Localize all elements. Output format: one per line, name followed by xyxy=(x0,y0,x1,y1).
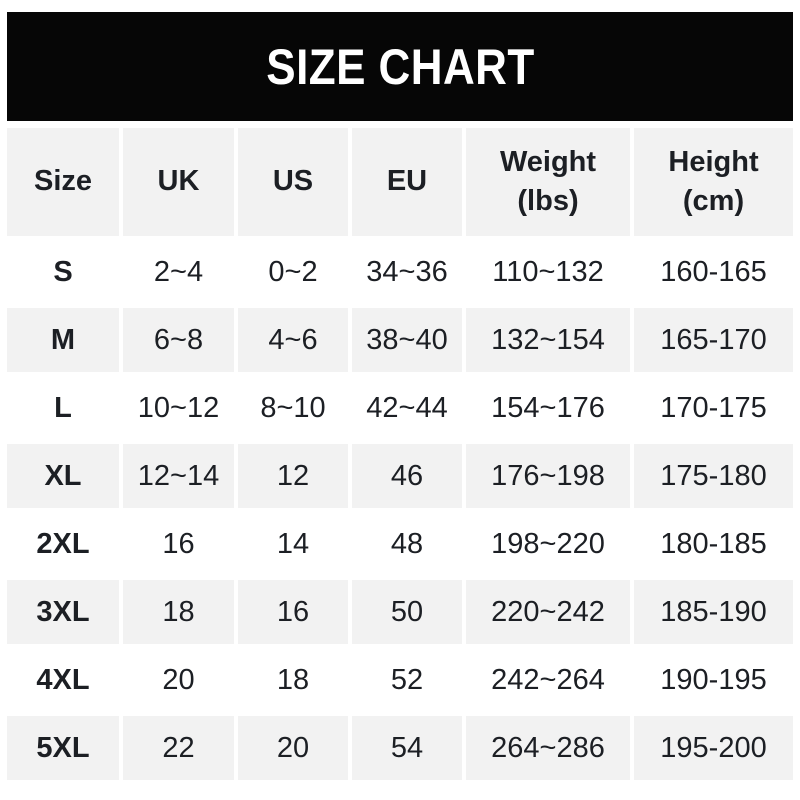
cell-height: 175-180 xyxy=(634,444,793,508)
cell-height: 195-200 xyxy=(634,716,793,780)
banner: SIZE CHART xyxy=(7,12,793,121)
cell-weight: 198~220 xyxy=(466,512,630,576)
column-header-height: Height (cm) xyxy=(634,128,793,236)
column-header-size-label: Size xyxy=(33,165,93,198)
cell-height: 180-185 xyxy=(634,512,793,576)
column-header-uk: UK xyxy=(123,128,234,236)
cell-weight: 154~176 xyxy=(466,376,630,440)
header-row: Size UK US EU Weight (lbs) xyxy=(7,128,793,236)
size-chart-table: Size UK US EU Weight (lbs) xyxy=(3,124,797,784)
cell-height: 190-195 xyxy=(634,648,793,712)
cell-us: 0~2 xyxy=(238,240,348,304)
cell-uk: 10~12 xyxy=(123,376,234,440)
cell-uk: 6~8 xyxy=(123,308,234,372)
page-title: SIZE CHART xyxy=(248,42,553,92)
cell-eu: 34~36 xyxy=(352,240,462,304)
table-row-4xl: 4XL 20 18 52 242~264 190-195 xyxy=(7,648,793,712)
cell-weight: 132~154 xyxy=(466,308,630,372)
cell-uk: 22 xyxy=(123,716,234,780)
cell-size: 2XL xyxy=(7,512,119,576)
column-header-us-label: US xyxy=(272,165,314,198)
cell-weight: 220~242 xyxy=(466,580,630,644)
column-header-weight-label: Weight xyxy=(499,145,597,178)
table-row-2xl: 2XL 16 14 48 198~220 180-185 xyxy=(7,512,793,576)
cell-us: 12 xyxy=(238,444,348,508)
cell-eu: 54 xyxy=(352,716,462,780)
cell-eu: 48 xyxy=(352,512,462,576)
cell-weight: 176~198 xyxy=(466,444,630,508)
cell-size: M xyxy=(7,308,119,372)
table-row-l: L 10~12 8~10 42~44 154~176 170-175 xyxy=(7,376,793,440)
column-header-eu-label: EU xyxy=(386,165,428,198)
cell-size: L xyxy=(7,376,119,440)
column-header-weight-sub: (lbs) xyxy=(517,185,579,217)
cell-eu: 42~44 xyxy=(352,376,462,440)
cell-us: 16 xyxy=(238,580,348,644)
table-row-m: M 6~8 4~6 38~40 132~154 165-170 xyxy=(7,308,793,372)
table-body: S 2~4 0~2 34~36 110~132 160-165 M 6~8 4~6 38~40 13… xyxy=(7,240,793,780)
table-row-3xl: 3XL 18 16 50 220~242 185-190 xyxy=(7,580,793,644)
cell-uk: 2~4 xyxy=(123,240,234,304)
column-header-weight: Weight (lbs) xyxy=(466,128,630,236)
cell-eu: 46 xyxy=(352,444,462,508)
cell-uk: 12~14 xyxy=(123,444,234,508)
cell-weight: 242~264 xyxy=(466,648,630,712)
cell-us: 14 xyxy=(238,512,348,576)
cell-height: 160-165 xyxy=(634,240,793,304)
cell-us: 18 xyxy=(238,648,348,712)
table-row-xl: XL 12~14 12 46 176~198 175-180 xyxy=(7,444,793,508)
column-header-us: US xyxy=(238,128,348,236)
column-header-eu: EU xyxy=(352,128,462,236)
cell-size: 3XL xyxy=(7,580,119,644)
cell-size: 5XL xyxy=(7,716,119,780)
column-header-uk-label: UK xyxy=(157,165,200,198)
table-row-s: S 2~4 0~2 34~36 110~132 160-165 xyxy=(7,240,793,304)
cell-eu: 38~40 xyxy=(352,308,462,372)
column-header-height-label: Height xyxy=(668,145,759,178)
page-title-text: SIZE CHART xyxy=(265,38,535,95)
cell-uk: 18 xyxy=(123,580,234,644)
cell-size: XL xyxy=(7,444,119,508)
column-header-size: Size xyxy=(7,128,119,236)
column-header-height-sub: (cm) xyxy=(682,185,745,217)
cell-weight: 110~132 xyxy=(466,240,630,304)
cell-height: 170-175 xyxy=(634,376,793,440)
cell-us: 8~10 xyxy=(238,376,348,440)
table-row-5xl: 5XL 22 20 54 264~286 195-200 xyxy=(7,716,793,780)
cell-weight: 264~286 xyxy=(466,716,630,780)
cell-eu: 50 xyxy=(352,580,462,644)
cell-height: 185-190 xyxy=(634,580,793,644)
cell-uk: 16 xyxy=(123,512,234,576)
cell-size: S xyxy=(7,240,119,304)
table-header: Size UK US EU Weight (lbs) xyxy=(7,128,793,236)
cell-us: 4~6 xyxy=(238,308,348,372)
cell-height: 165-170 xyxy=(634,308,793,372)
cell-size: 4XL xyxy=(7,648,119,712)
cell-us: 20 xyxy=(238,716,348,780)
cell-eu: 52 xyxy=(352,648,462,712)
cell-uk: 20 xyxy=(123,648,234,712)
